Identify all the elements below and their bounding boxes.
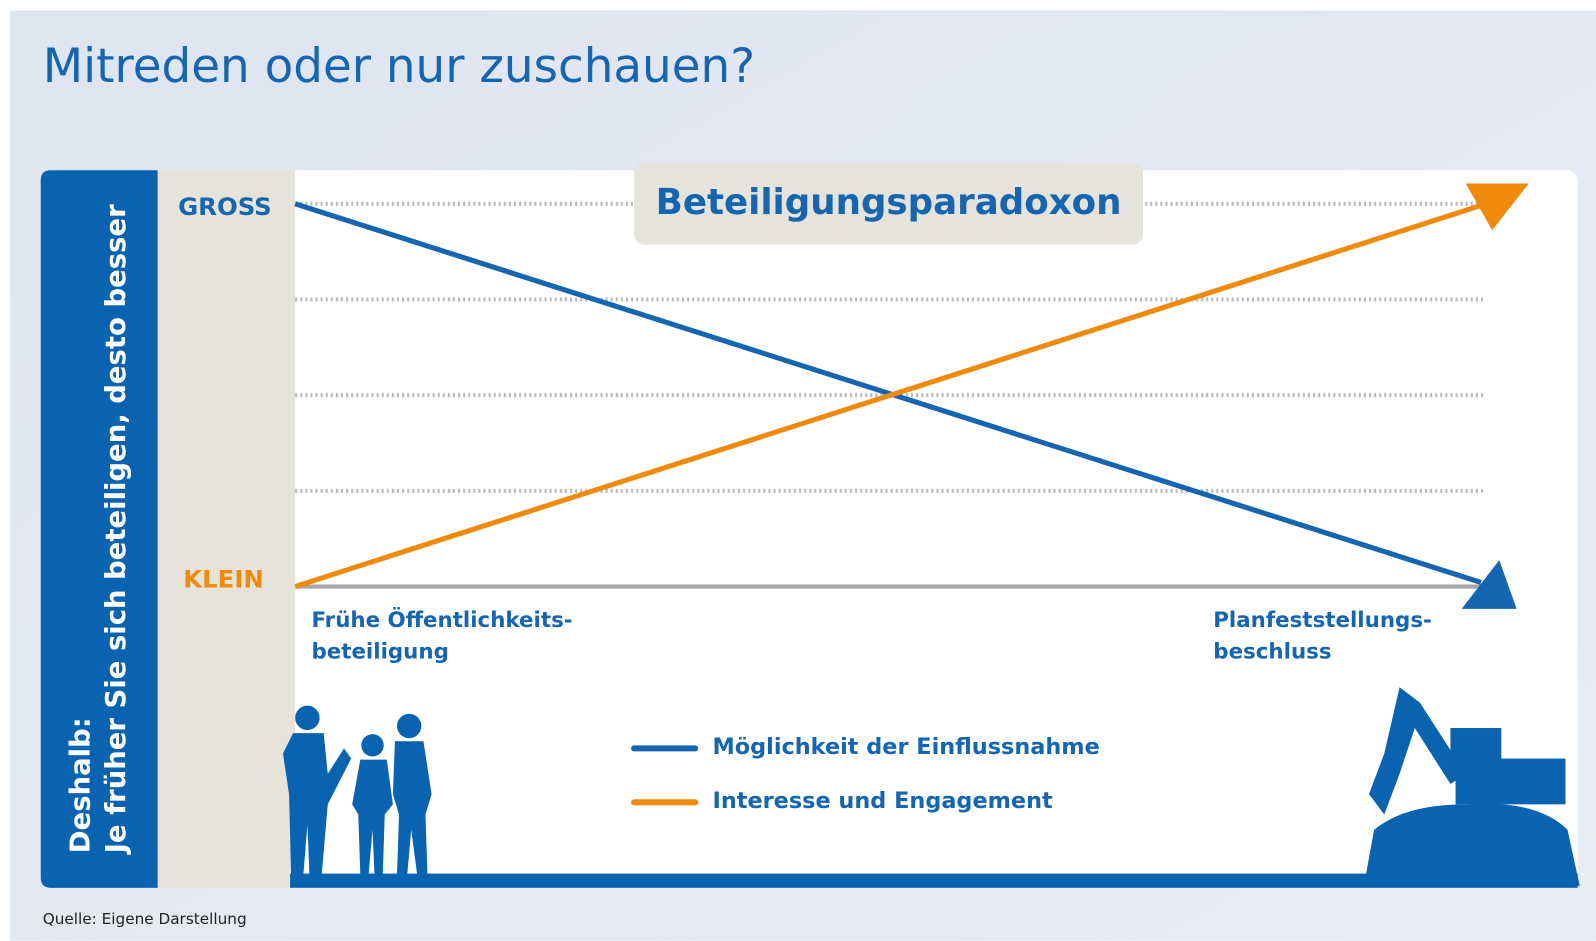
page-title: Mitreden oder nur zuschauen?	[43, 40, 755, 94]
source-note: Quelle: Eigene Darstellung	[43, 910, 247, 928]
x-label-start: beteiligung	[311, 640, 448, 665]
diagram-title: Beteiligungsparadoxon	[656, 182, 1122, 223]
infographic: Mitreden oder nur zuschauen? Deshalb: Je…	[0, 0, 1596, 941]
x-label-start: Frühe Öffentlichkeits-	[311, 607, 572, 633]
x-label-end: Planfeststellungs-	[1213, 608, 1432, 633]
y-label-bottom: KLEIN	[183, 564, 264, 593]
legend-label: Möglichkeit der Einflussnahme	[713, 734, 1100, 760]
y-label-top: GROSS	[178, 192, 272, 221]
legend-label: Interesse und Engagement	[713, 788, 1054, 814]
x-label-end: beschluss	[1213, 640, 1331, 665]
label-column	[158, 170, 295, 888]
side-label-line: Deshalb:	[64, 717, 96, 853]
bottom-bar	[290, 874, 1578, 888]
side-label-line: Je früher Sie sich beteiligen, desto bes…	[100, 204, 132, 855]
page: Mitreden oder nur zuschauen? Deshalb: Je…	[0, 0, 1596, 941]
